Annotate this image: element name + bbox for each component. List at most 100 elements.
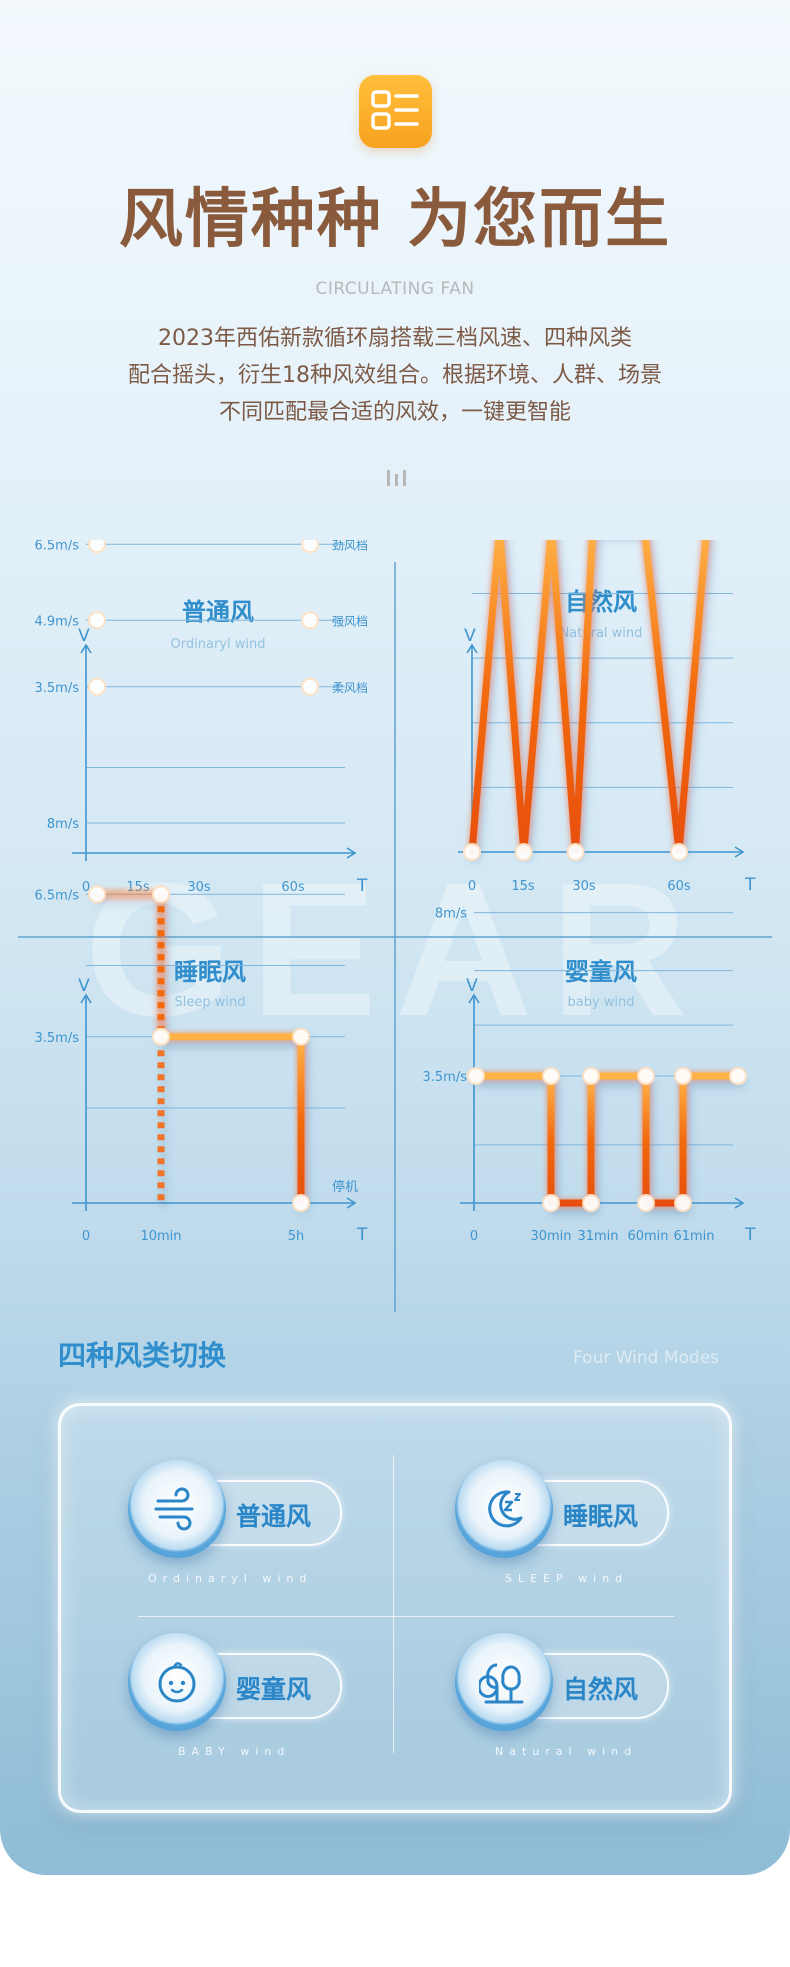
data-point: [566, 843, 585, 861]
chart-annotation: 停机: [332, 1179, 358, 1195]
x-tick-label: 10min: [140, 1229, 181, 1244]
mode-caption: SLEEP wind: [505, 1572, 629, 1585]
mode-natural-button[interactable]: 自然风 Natural wind: [455, 1633, 669, 1758]
y-axis-label: V: [466, 976, 478, 996]
x-tick-label: 30s: [572, 879, 596, 894]
y-axis-arrow: [468, 993, 480, 1004]
data-point: [152, 1027, 170, 1046]
data-point: [514, 843, 533, 861]
x-axis-arrow: [734, 1197, 745, 1209]
y-tick-label: 8m/s: [435, 907, 467, 922]
x-tick-label: 0: [82, 1229, 90, 1244]
data-point: [637, 1066, 655, 1085]
page-subtitle: CIRCULATING FAN: [315, 279, 475, 299]
x-axis-label: T: [744, 875, 756, 895]
y-axis-label: V: [78, 976, 90, 996]
series-line: [471, 1071, 743, 1208]
modes-section-title: 四种风类切换: [58, 1339, 227, 1372]
mode-label: 自然风: [563, 1675, 639, 1704]
data-point: [301, 677, 319, 696]
x-tick-label: 0: [470, 1229, 478, 1244]
chart-title: 自然风: [565, 588, 637, 616]
x-tick-label: 60min: [627, 1229, 668, 1244]
data-point: [729, 1066, 747, 1085]
baby-face-icon: [128, 1633, 226, 1731]
data-point: [88, 677, 106, 696]
data-point: [301, 611, 319, 630]
page-title: 风情种种 为您而生: [118, 183, 672, 257]
series-label: 强风档: [332, 614, 368, 628]
series-path: [161, 1033, 305, 1203]
x-tick-label: 61min: [673, 1229, 714, 1244]
series-glow: [471, 1071, 743, 1208]
modes-divider-horizontal: [138, 1616, 674, 1617]
y-axis-arrow: [80, 993, 92, 1004]
y-axis-arrow: [80, 643, 92, 654]
y-tick-label: 6.5m/s: [35, 888, 80, 903]
wind-icon: [128, 1460, 226, 1558]
y-tick-label: 8m/s: [47, 817, 79, 832]
section-divider-icon: [386, 468, 408, 492]
chart-subtitle: Ordinaryl wind: [171, 637, 266, 652]
data-point: [674, 1194, 692, 1212]
series-line: [467, 540, 711, 857]
tree-icon: [455, 1633, 553, 1731]
series-label: 柔风档: [332, 681, 368, 695]
x-tick-label: 0: [82, 880, 90, 895]
x-axis-label: T: [356, 876, 368, 896]
x-tick-label: 60s: [281, 880, 305, 895]
data-point: [301, 540, 319, 554]
moon-sleep-icon: [455, 1460, 553, 1558]
y-tick-label: 3.5m/s: [423, 1070, 468, 1085]
x-axis-arrow: [734, 846, 745, 858]
x-axis-arrow: [346, 847, 357, 859]
y-axis-arrow: [466, 643, 478, 654]
y-tick-label: 3.5m/s: [35, 1031, 80, 1046]
y-tick-label: 3.5m/s: [35, 681, 80, 696]
x-axis-label: T: [744, 1225, 756, 1245]
x-tick-label: 15s: [511, 879, 535, 894]
mode-ordinary-button[interactable]: 普通风 Ordinaryl wind: [128, 1460, 342, 1585]
series-label: 劲风档: [332, 540, 368, 552]
chart-subtitle: baby wind: [567, 995, 634, 1010]
modes-section-subtitle: Four Wind Modes: [573, 1348, 720, 1368]
chart-subtitle: Natural wind: [560, 626, 643, 641]
data-point: [463, 843, 481, 861]
chart-subtitle: Sleep wind: [175, 995, 246, 1010]
x-tick-label: 30s: [187, 880, 211, 895]
data-point: [582, 1066, 600, 1085]
series-path: [472, 1072, 742, 1207]
y-tick-label: 4.9m/s: [35, 614, 80, 629]
y-tick-label: 6.5m/s: [35, 540, 80, 553]
modes-divider-vertical: [393, 1455, 394, 1753]
data-point: [542, 1066, 560, 1085]
x-tick-label: 30min: [530, 1229, 571, 1244]
mode-label: 普通风: [236, 1502, 312, 1531]
gear-watermark: GEAR: [85, 844, 706, 1056]
x-tick-label: 5h: [288, 1229, 305, 1244]
chart-title: 睡眠风: [174, 958, 246, 986]
data-point: [582, 1194, 600, 1212]
menu-list-icon: [359, 75, 432, 148]
data-point: [152, 885, 170, 904]
data-point: [674, 1066, 692, 1085]
description-line-1: 2023年西佑新款循环扇搭载三档风速、四种风类: [158, 326, 632, 351]
description-line-3: 不同匹配最合适的风效，一键更智能: [218, 400, 571, 425]
data-point: [670, 843, 688, 861]
mode-sleep-button[interactable]: 睡眠风 SLEEP wind: [455, 1460, 669, 1585]
data-point: [88, 540, 106, 554]
x-axis-label: T: [356, 1225, 368, 1245]
mode-caption: Natural wind: [495, 1745, 638, 1758]
data-point: [637, 1194, 655, 1212]
description-line-2: 配合摇头，衍生18种风效组合。根据环境、人群、场景: [128, 363, 662, 388]
x-axis-arrow: [346, 1197, 357, 1209]
data-point: [542, 1194, 560, 1212]
mode-baby-button[interactable]: 婴童风 BABY wind: [128, 1633, 342, 1758]
mode-caption: Ordinaryl wind: [148, 1572, 313, 1585]
content-panel: 风情种种 为您而生 CIRCULATING FAN 2023年西佑新款循环扇搭载…: [0, 0, 790, 1875]
mode-label: 睡眠风: [563, 1502, 639, 1531]
x-tick-label: 60s: [667, 879, 691, 894]
